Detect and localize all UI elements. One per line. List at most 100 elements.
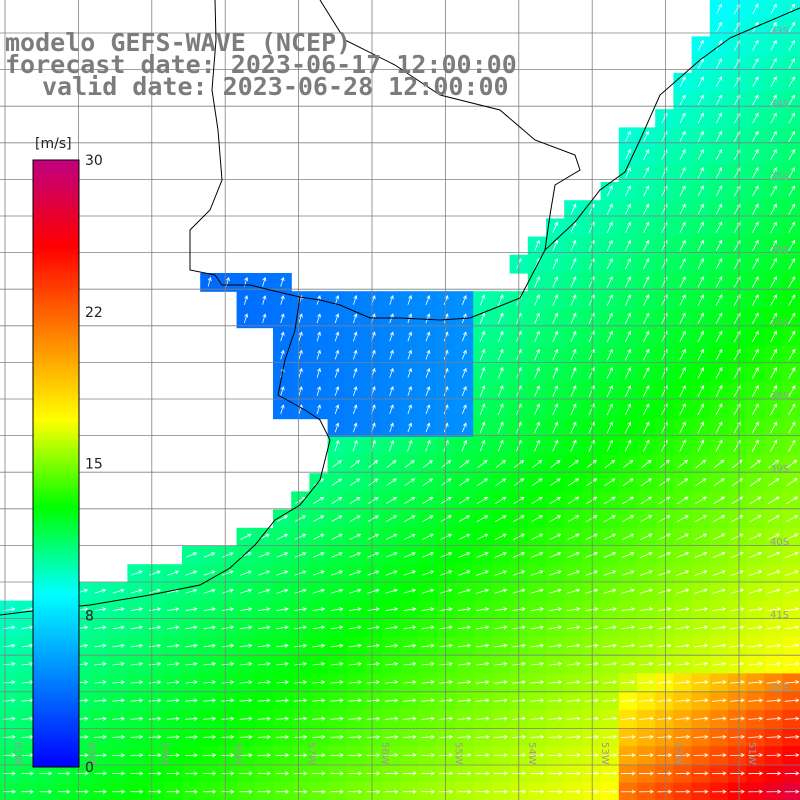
wind-arrow [404, 515, 416, 522]
wind-arrow [280, 295, 285, 305]
wind-arrow [421, 661, 435, 666]
wind-arrow [221, 643, 235, 648]
field-cell [364, 509, 383, 529]
wind-arrow [457, 716, 472, 721]
wind-arrow [403, 734, 417, 739]
wind-arrow [606, 439, 613, 452]
wind-arrow [697, 112, 704, 124]
wind-arrow [715, 312, 723, 324]
latitude-label: 35S [770, 172, 789, 183]
wind-arrow [639, 607, 654, 612]
wind-arrow [693, 753, 709, 758]
wind-arrow [457, 789, 472, 794]
wind-arrow [330, 570, 344, 576]
wind-arrow [257, 625, 271, 630]
field-cell [691, 145, 711, 165]
wind-arrow [751, 348, 759, 361]
wind-arrow [640, 515, 653, 523]
wind-arrow [221, 716, 235, 721]
field-cell [673, 309, 693, 329]
field-cell [618, 491, 638, 511]
wind-arrow [711, 789, 727, 794]
wind-arrow [298, 331, 303, 342]
wind-arrow [770, 185, 777, 197]
wind-arrow [458, 496, 470, 505]
wind-arrow [494, 570, 508, 576]
wind-arrow [385, 533, 398, 540]
field-cell [637, 400, 656, 420]
field-cell [709, 491, 729, 511]
field-cell [527, 455, 547, 474]
field-cell [673, 327, 693, 347]
wind-arrow [784, 716, 800, 721]
field-cell [327, 491, 347, 511]
wind-arrow [3, 607, 16, 612]
wind-arrow [697, 257, 704, 270]
wind-arrow [313, 533, 325, 540]
field-cell [382, 473, 401, 492]
wind-arrow [712, 588, 726, 594]
wind-arrow [185, 588, 198, 594]
field-cell [546, 509, 565, 529]
wind-arrow [403, 680, 417, 685]
wind-arrow [570, 421, 577, 434]
wind-arrow [552, 421, 559, 434]
field-cell [345, 527, 365, 547]
wind-arrow [715, 221, 723, 233]
wind-arrow [661, 439, 668, 452]
wind-arrow [584, 698, 599, 703]
wind-arrow [366, 698, 381, 703]
wind-arrow [425, 439, 431, 452]
field-cell [546, 491, 565, 511]
wind-arrow [786, 459, 798, 469]
wind-arrow [570, 257, 577, 270]
wind-arrow [604, 478, 616, 487]
wind-arrow [751, 330, 759, 343]
wind-arrow [330, 625, 344, 630]
wind-arrow [312, 607, 326, 612]
field-cell [709, 382, 729, 401]
wind-arrow [530, 588, 544, 594]
field-cell [291, 491, 310, 511]
wind-arrow [549, 496, 562, 505]
wind-arrow [693, 789, 709, 794]
wind-arrow [657, 771, 673, 776]
wind-arrow [675, 716, 691, 721]
wind-arrow [697, 185, 704, 197]
wind-arrow [749, 496, 762, 505]
wind-arrow [661, 403, 668, 416]
wind-arrow [330, 734, 344, 739]
wind-arrow [221, 753, 235, 758]
field-cell [637, 182, 656, 201]
wind-arrow [770, 366, 778, 379]
wind-arrow [275, 698, 290, 703]
wind-arrow [675, 680, 691, 685]
field-cell [473, 509, 492, 529]
wind-arrow [94, 588, 107, 594]
field-cell [455, 473, 474, 492]
wind-arrow [530, 643, 545, 648]
wind-arrow [203, 643, 217, 648]
field-cell [345, 455, 365, 474]
wind-arrow [531, 478, 543, 487]
wind-arrow [730, 789, 745, 794]
field-cell [655, 455, 674, 474]
wind-arrow [697, 58, 704, 69]
wind-arrow [493, 753, 508, 758]
wind-arrow [497, 330, 504, 343]
wind-arrow [494, 680, 508, 685]
wind-arrow [167, 570, 180, 576]
field-cell [327, 509, 347, 529]
wind-arrow [240, 533, 252, 540]
wind-arrow [603, 643, 618, 648]
field-cell [728, 382, 747, 401]
field-cell [709, 345, 729, 365]
wind-arrow [585, 607, 599, 612]
field-cell [618, 127, 638, 147]
wind-arrow [625, 203, 631, 215]
wind-arrow [679, 112, 686, 124]
wind-arrow [497, 348, 504, 361]
wind-arrow [404, 496, 416, 504]
field-cell [691, 345, 711, 365]
